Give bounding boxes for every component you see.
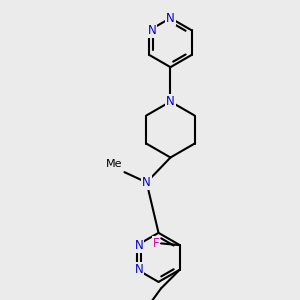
Text: N: N: [148, 24, 156, 37]
Text: N: N: [142, 176, 151, 189]
Text: F: F: [153, 237, 159, 250]
Text: N: N: [135, 263, 143, 276]
Text: N: N: [166, 95, 175, 108]
Text: N: N: [166, 12, 175, 25]
Text: N: N: [135, 238, 143, 252]
Text: Me: Me: [106, 159, 123, 170]
